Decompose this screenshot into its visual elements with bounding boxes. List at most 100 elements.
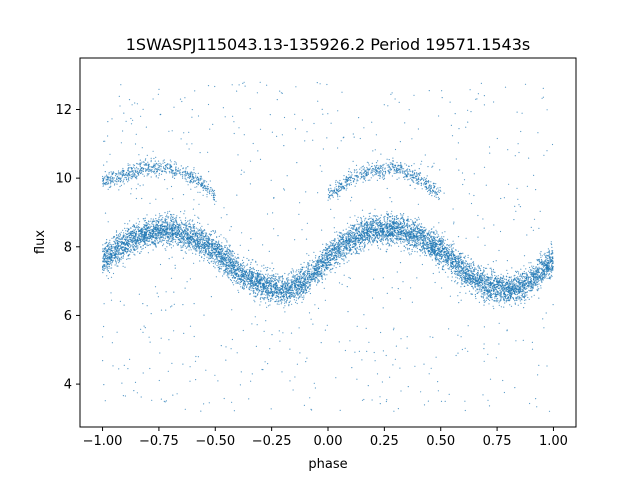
data-point (447, 276, 449, 278)
data-point (255, 260, 257, 262)
data-point (496, 298, 498, 300)
data-point (548, 265, 550, 267)
data-point (258, 291, 260, 293)
data-point (497, 275, 499, 277)
data-point (363, 226, 365, 228)
data-point (359, 246, 361, 248)
data-point (274, 301, 276, 303)
data-point (364, 241, 366, 243)
data-point (338, 246, 340, 248)
data-point (109, 251, 111, 253)
data-point (490, 269, 493, 271)
data-point (527, 280, 529, 282)
data-point (113, 249, 115, 251)
data-point (285, 289, 287, 291)
data-point (153, 227, 155, 229)
data-point (309, 292, 311, 295)
data-point (227, 269, 229, 271)
data-point (304, 291, 306, 293)
data-point (227, 262, 230, 264)
data-point (306, 286, 308, 288)
data-point (238, 291, 240, 293)
data-point (550, 274, 553, 276)
data-point (442, 254, 444, 256)
data-point (251, 286, 253, 288)
data-point (105, 267, 107, 269)
data-point (461, 273, 463, 275)
data-point (397, 239, 399, 241)
data-point (438, 262, 440, 264)
data-point (192, 225, 194, 227)
data-point (161, 240, 163, 242)
data-point (463, 281, 465, 283)
data-point (109, 241, 111, 243)
data-point (523, 265, 525, 267)
data-point (360, 250, 362, 252)
data-point (250, 263, 252, 265)
data-point (490, 276, 492, 278)
data-point (197, 228, 199, 230)
data-point (165, 236, 167, 238)
data-point (304, 271, 306, 273)
data-point (118, 262, 120, 264)
data-point (333, 265, 335, 267)
data-point (497, 287, 500, 289)
data-point (371, 244, 373, 246)
data-point (232, 282, 234, 284)
data-point (283, 297, 285, 299)
data-point (195, 238, 198, 240)
data-point (181, 234, 183, 236)
data-point (295, 271, 297, 273)
data-point (441, 245, 444, 247)
data-point (488, 283, 490, 285)
data-point (540, 273, 542, 276)
data-point (413, 246, 415, 248)
data-point (414, 238, 416, 240)
data-point (134, 244, 136, 247)
data-point (348, 246, 350, 248)
data-point (531, 296, 533, 298)
data-point (445, 264, 447, 266)
data-point (360, 243, 362, 245)
data-point (174, 220, 176, 222)
data-point (417, 237, 419, 240)
data-point (483, 284, 485, 286)
data-point (120, 244, 122, 246)
data-point (363, 247, 365, 249)
data-point (182, 223, 184, 225)
data-point (542, 266, 545, 268)
data-point (337, 263, 339, 265)
data-point (472, 273, 474, 275)
data-point (459, 272, 461, 274)
data-point (227, 252, 229, 254)
data-point (522, 288, 524, 290)
data-point (454, 281, 456, 283)
data-point (293, 287, 295, 289)
data-point (372, 234, 374, 236)
data-point (214, 263, 216, 265)
data-point (301, 301, 303, 303)
data-point (358, 224, 360, 226)
data-point (418, 239, 420, 241)
data-point (158, 213, 161, 215)
data-point (159, 226, 162, 228)
data-point (462, 283, 464, 285)
data-point (140, 246, 142, 248)
data-point (500, 298, 502, 300)
data-point (331, 247, 333, 249)
data-point (281, 301, 283, 303)
data-point (460, 286, 462, 288)
data-point (480, 288, 483, 291)
data-point (378, 229, 381, 231)
data-point (468, 290, 471, 292)
data-point (453, 264, 455, 266)
data-point (166, 241, 168, 244)
data-point (193, 226, 196, 228)
data-point (536, 274, 538, 276)
data-point (433, 226, 435, 228)
data-point (312, 261, 314, 263)
data-point (176, 228, 178, 230)
data-point (152, 218, 154, 220)
data-point (434, 233, 436, 235)
data-point (501, 279, 503, 281)
